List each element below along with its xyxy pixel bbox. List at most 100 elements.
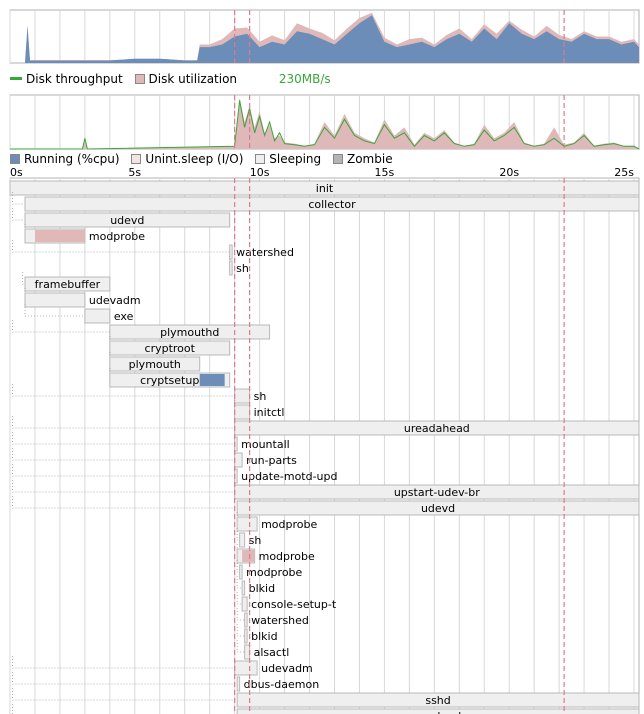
- process-io-segment: [242, 550, 255, 562]
- process-bar: [244, 628, 248, 644]
- process-name-label: modprobe: [89, 230, 145, 243]
- process-bar: [24, 292, 86, 308]
- disk-utilization-area: [10, 97, 639, 149]
- process-name-label: update-motd-upd: [241, 470, 337, 483]
- process-name-label: run-parts: [246, 454, 297, 467]
- process-name-label: ureadahead: [404, 422, 470, 435]
- x-tick-label: 15s: [375, 166, 395, 179]
- process-bar: [109, 340, 231, 356]
- utilization-swatch: [134, 74, 145, 84]
- process-bar: [241, 580, 246, 596]
- process-row: exe: [24, 304, 134, 324]
- process-bar: [236, 516, 258, 532]
- process-name-label: plymouthd: [160, 326, 219, 339]
- process-row: sshd: [12, 688, 640, 708]
- process-dependency-line: [12, 240, 230, 253]
- process-dependency-line: [12, 480, 235, 493]
- sleeping-swatch: [255, 154, 266, 164]
- process-name-label: watershed: [236, 246, 294, 259]
- process-row: udevd: [12, 496, 640, 516]
- process-name-label: sshd: [425, 694, 450, 707]
- process-name-label: initctl: [254, 406, 285, 419]
- process-name-label: framebuffer: [35, 278, 101, 291]
- process-name-label: upstart-udev-br: [394, 486, 480, 499]
- x-tick-label: 25s: [614, 166, 634, 179]
- process-name-label: alsactl: [254, 646, 290, 659]
- process-cpu-segment: [199, 374, 225, 386]
- process-row: mountall: [12, 432, 290, 452]
- disk-throughput-line: [10, 100, 640, 150]
- process-row: alsactl: [236, 640, 290, 660]
- process-row: modprobe: [236, 512, 318, 532]
- process-dependency-line: [12, 208, 25, 221]
- process-dependency-line: [236, 640, 245, 653]
- process-row: cryptsetup: [109, 368, 231, 388]
- process-name-label: blkid: [251, 630, 277, 643]
- process-row: rsyslogd: [12, 704, 640, 714]
- process-dependency-line: [12, 688, 238, 701]
- disk-legend: Disk throughput Disk utilization 230MB/s: [10, 72, 331, 86]
- process-name-label: cryptroot: [145, 342, 196, 355]
- process-row: dbus-daemon: [12, 672, 320, 692]
- process-bar: [236, 708, 640, 714]
- process-bar: [234, 660, 258, 676]
- process-dependency-line: [12, 496, 238, 509]
- process-dependency-line: [236, 608, 245, 621]
- process-name-label: plymouth: [129, 358, 181, 371]
- process-bar: [9, 180, 640, 196]
- process-panel-frame: [9, 177, 640, 714]
- unint-legend: Unint.sleep (I/O): [131, 152, 243, 166]
- process-name-label: udevadm: [261, 662, 313, 675]
- process-row: modprobe: [236, 560, 303, 580]
- process-legend: Running (%cpu) Unint.sleep (I/O) Sleepin…: [10, 152, 401, 166]
- process-row: udevd: [12, 208, 231, 228]
- process-bar: [24, 276, 111, 292]
- process-dependency-line: [12, 416, 235, 429]
- process-dependency-line: [22, 272, 25, 285]
- process-row: console-setup-t: [236, 592, 337, 612]
- process-dependency-line: [12, 448, 235, 461]
- process-dependency-line: [12, 432, 235, 445]
- process-row: sh: [229, 256, 249, 276]
- process-name-label: exe: [114, 310, 134, 323]
- process-row: cryptroot: [109, 336, 231, 356]
- zombie-label: Zombie: [346, 152, 393, 166]
- process-name-label: rsyslogd: [415, 710, 461, 714]
- process-row: watershed: [236, 608, 309, 628]
- process-bar: [244, 644, 251, 660]
- process-name-label: console-setup-t: [251, 598, 337, 611]
- process-row: watershed: [12, 240, 294, 260]
- process-row: udevadm: [24, 288, 141, 308]
- process-row: framebuffer: [22, 272, 111, 292]
- process-io-segment: [34, 230, 85, 242]
- process-bar: [109, 356, 201, 372]
- disk-throughput-legend: Disk throughput: [10, 72, 123, 86]
- process-dependency-line: [12, 320, 110, 333]
- process-bar: [236, 692, 640, 708]
- process-dependency-line: [236, 528, 240, 541]
- x-tick-label: 10s: [250, 166, 270, 179]
- process-bar: [239, 564, 243, 580]
- process-dependency-line: [12, 464, 235, 477]
- process-dependency-line: [12, 384, 235, 397]
- process-name-label: udevd: [421, 502, 455, 515]
- x-tick-label: 0s: [10, 166, 23, 179]
- process-name-label: modprobe: [261, 518, 317, 531]
- process-row: blkid: [236, 576, 275, 596]
- process-name-label: dbus-daemon: [244, 678, 320, 691]
- process-row: udevadm: [12, 656, 313, 676]
- process-row: sh: [236, 528, 261, 548]
- process-name-label: mountall: [241, 438, 290, 451]
- sleeping-label: Sleeping: [269, 152, 322, 166]
- throughput-swatch: [10, 77, 22, 80]
- process-dependency-line: [24, 304, 85, 317]
- process-dependency-line: [12, 192, 25, 205]
- process-row: ureadahead: [12, 416, 640, 436]
- process-row: blkid: [236, 624, 278, 644]
- process-row: modprobe: [24, 224, 145, 244]
- process-name-label: udevd: [110, 214, 144, 227]
- running-label: Running (%cpu): [24, 152, 120, 166]
- process-row: collector: [12, 192, 640, 212]
- sleeping-legend: Sleeping: [255, 152, 321, 166]
